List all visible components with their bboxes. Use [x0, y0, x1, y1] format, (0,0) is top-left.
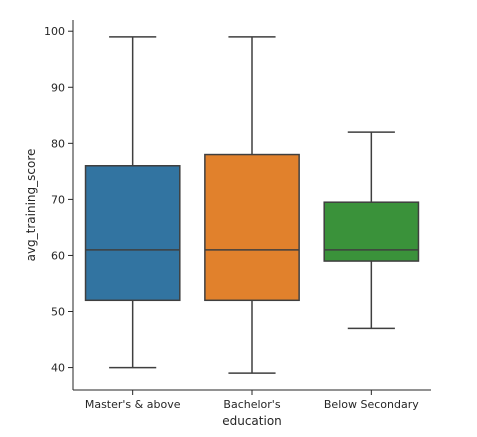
axes-layer: 40 50 60 70 80 90 100 Master's & above Bachelor'…	[44, 20, 431, 411]
y-tick-label: 60	[51, 249, 65, 262]
y-tick-label: 80	[51, 137, 65, 150]
box-group	[323, 131, 420, 330]
x-tick-label: Below Secondary	[324, 398, 419, 411]
x-tick-label: Master's & above	[85, 398, 181, 411]
box-group	[204, 36, 300, 374]
box-group	[84, 36, 181, 369]
box-iqr	[84, 165, 181, 302]
x-tick-label: Bachelor's	[223, 398, 280, 411]
boxes-layer	[84, 36, 420, 374]
x-axis-label: education	[222, 414, 282, 428]
y-tick-label: 40	[51, 362, 65, 375]
y-tick-label: 50	[51, 306, 65, 319]
y-tick-label: 90	[51, 81, 65, 94]
box-iqr	[323, 201, 420, 262]
y-tick-label: 100	[44, 25, 65, 38]
y-tick-label: 70	[51, 193, 65, 206]
box-iqr	[204, 153, 300, 302]
y-axis-label: avg_training_score	[24, 149, 38, 262]
